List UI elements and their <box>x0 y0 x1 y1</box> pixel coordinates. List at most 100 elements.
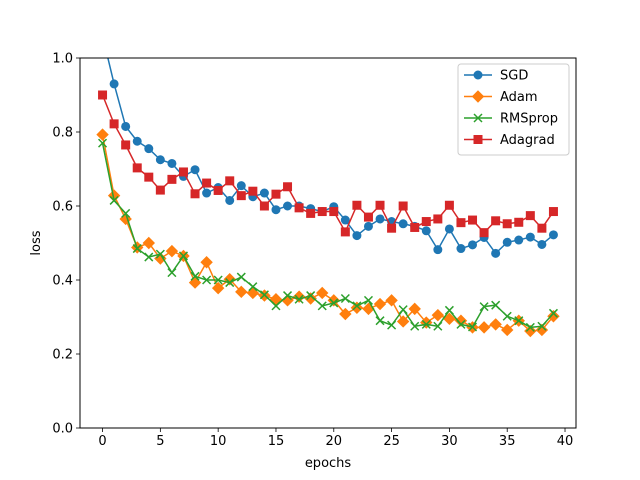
data-point-sgd <box>283 201 293 211</box>
data-point-adam <box>501 323 514 337</box>
data-point-adagrad <box>213 185 223 195</box>
data-point-adagrad <box>306 208 316 218</box>
data-point-rmsprop <box>491 300 501 310</box>
data-point-rmsprop <box>225 278 235 288</box>
data-point-adagrad <box>398 201 408 211</box>
data-point-sgd <box>433 245 443 255</box>
legend-entry-rmsprop: RMSprop <box>464 112 558 127</box>
x-tick-label: 10 <box>210 434 227 449</box>
series-line-sgd <box>107 58 554 255</box>
data-point-adagrad <box>283 182 293 192</box>
data-point-sgd <box>132 136 142 146</box>
data-point-sgd <box>225 195 235 205</box>
data-point-adam <box>269 293 283 306</box>
data-point-adagrad <box>444 200 454 210</box>
legend-marker <box>473 113 483 123</box>
data-point-adagrad <box>167 174 177 184</box>
data-point-adagrad <box>248 186 258 196</box>
data-point-sgd <box>514 235 524 245</box>
y-tick-label: 0.6 <box>52 200 73 215</box>
legend-entry-adam: Adam <box>464 90 538 105</box>
data-point-adagrad <box>375 200 385 210</box>
y-tick-label: 1.0 <box>52 52 73 67</box>
data-point-adagrad <box>456 218 466 228</box>
data-point-rmsprop <box>248 282 258 292</box>
data-point-adagrad <box>468 215 478 225</box>
data-point-adagrad <box>294 203 304 213</box>
data-point-adagrad <box>155 185 165 195</box>
data-point-rmsprop <box>144 252 154 262</box>
axes-frame <box>79 57 577 429</box>
y-tick-label: 0.8 <box>52 126 73 141</box>
data-point-adagrad <box>514 217 524 227</box>
data-point-adam <box>165 244 179 258</box>
data-point-sgd <box>456 244 466 254</box>
data-point-adagrad <box>271 189 281 199</box>
data-point-sgd <box>548 230 558 240</box>
data-point-rmsprop <box>132 244 142 254</box>
data-point-adagrad <box>433 214 443 224</box>
data-point-adagrad <box>491 216 501 226</box>
data-point-adagrad <box>410 222 420 232</box>
ticks-layer: 0 5 10 15 20 25 30 35 40 0.0 0.2 0.4 0.6 0.8 1.0 <box>52 52 573 450</box>
data-point-adagrad <box>109 119 119 129</box>
data-point-adagrad <box>421 217 431 227</box>
data-point-rmsprop <box>548 308 558 318</box>
data-point-adam <box>477 321 491 334</box>
data-point-rmsprop <box>121 208 131 218</box>
data-point-rmsprop <box>479 302 489 312</box>
data-point-sgd <box>363 221 373 231</box>
y-tick-label: 0.0 <box>52 422 73 437</box>
data-point-adagrad <box>352 200 362 210</box>
x-tick-label: 15 <box>268 434 285 449</box>
data-point-sgd <box>525 232 535 242</box>
data-point-adam <box>235 285 248 299</box>
data-point-sgd <box>444 224 454 234</box>
x-axis-label: epochs <box>305 456 352 471</box>
data-point-rmsprop <box>306 291 316 301</box>
data-point-rmsprop <box>213 275 223 285</box>
data-point-sgd <box>468 240 478 250</box>
series-rmsprop <box>98 138 558 332</box>
series-layer <box>96 58 560 338</box>
legend: SGD Adam RMSprop Adagrad <box>457 63 570 156</box>
data-point-adam <box>489 318 502 331</box>
data-point-rmsprop <box>167 268 177 278</box>
data-point-adam <box>408 302 421 316</box>
data-point-sgd <box>259 188 269 198</box>
data-point-rmsprop <box>525 322 535 332</box>
x-tick-label: 5 <box>156 434 164 449</box>
data-point-sgd <box>502 237 512 247</box>
x-tick-label: 40 <box>557 434 574 449</box>
data-point-sgd <box>421 226 431 236</box>
data-point-adagrad <box>132 163 142 173</box>
data-point-sgd <box>167 158 177 168</box>
data-point-rmsprop <box>444 305 454 315</box>
data-point-adam <box>385 294 398 307</box>
data-point-adagrad <box>121 140 131 150</box>
data-point-adam <box>339 307 352 321</box>
data-point-rmsprop <box>433 321 443 331</box>
data-point-adam <box>396 315 410 328</box>
legend-label: RMSprop <box>500 112 558 127</box>
data-point-sgd <box>491 248 501 258</box>
legend-entry-adagrad: Adagrad <box>464 133 555 148</box>
y-tick-label: 0.4 <box>52 274 73 289</box>
legend-label: Adagrad <box>500 133 555 148</box>
data-point-adagrad <box>190 189 200 199</box>
data-point-rmsprop <box>375 316 385 326</box>
x-tick-label: 25 <box>383 434 400 449</box>
data-point-rmsprop <box>387 320 397 330</box>
data-point-adagrad <box>537 223 547 233</box>
data-point-adam <box>373 297 387 311</box>
x-tick-label: 0 <box>98 434 106 449</box>
data-point-sgd <box>236 181 246 191</box>
data-point-rmsprop <box>283 291 293 301</box>
data-point-adagrad <box>329 207 339 217</box>
data-point-adagrad <box>340 227 350 237</box>
data-point-adagrad <box>548 207 558 217</box>
data-point-sgd <box>271 205 281 215</box>
data-point-rmsprop <box>363 295 373 305</box>
data-point-adagrad <box>479 228 489 238</box>
